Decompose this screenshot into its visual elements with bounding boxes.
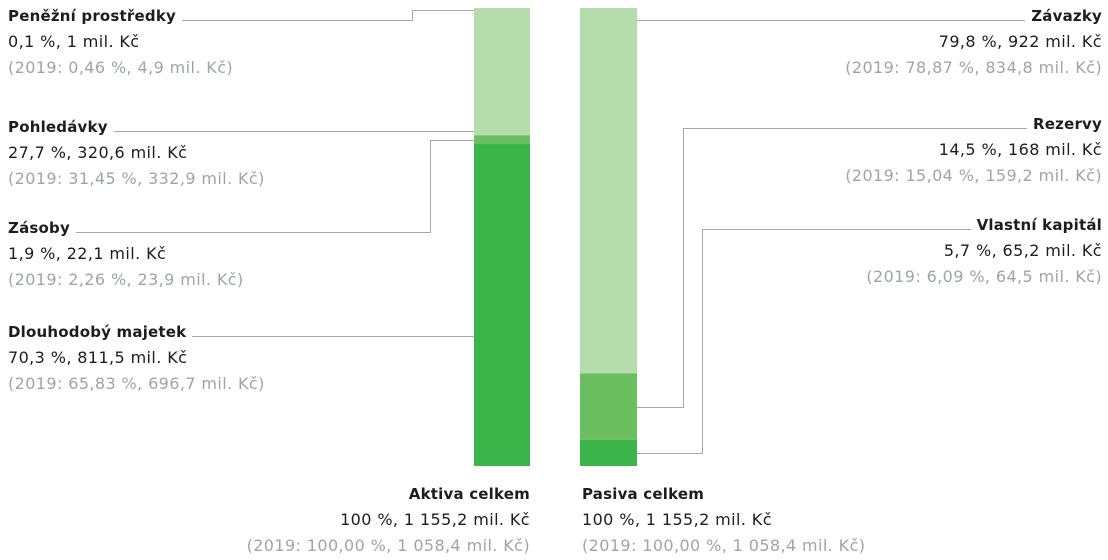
total-pasiva: Pasiva celkem 100 %, 1 155,2 mil. Kč (20… <box>582 481 865 559</box>
total-title: Pasiva celkem <box>582 485 705 503</box>
label-title: Vlastní kapitál <box>976 216 1102 234</box>
total-aktiva: Aktiva celkem 100 %, 1 155,2 mil. Kč (20… <box>247 481 530 559</box>
label-prior-value: (2019: 0,46 %, 4,9 mil. Kč) <box>8 58 234 77</box>
bar-segment-vlastni-kapital <box>580 439 637 466</box>
label-rezervy: Rezervy 14,5 %, 168 mil. Kč (2019: 15,04… <box>845 111 1102 189</box>
label-value: 27,7 %, 320,6 mil. Kč <box>8 143 188 162</box>
label-value: 79,8 %, 922 mil. Kč <box>938 32 1102 51</box>
label-penezni-prostredky: Peněžní prostředky 0,1 %, 1 mil. Kč (201… <box>8 3 233 81</box>
label-title: Dlouhodobý majetek <box>8 323 187 341</box>
label-prior-value: (2019: 78,87 %, 834,8 mil. Kč) <box>845 58 1102 77</box>
label-title: Pohledávky <box>8 118 108 136</box>
leader-line-zasoby <box>76 140 474 233</box>
total-title: Aktiva celkem <box>408 485 530 503</box>
bar-segment-pohledavky <box>474 8 530 136</box>
bar-pasiva <box>580 8 637 466</box>
label-vlastni-kapital: Vlastní kapitál 5,7 %, 65,2 mil. Kč (201… <box>866 212 1102 290</box>
total-value: 100 %, 1 155,2 mil. Kč <box>582 510 772 529</box>
bar-segment-dlouhodoby-majetek <box>474 144 530 466</box>
label-title: Peněžní prostředky <box>8 7 176 25</box>
label-value: 0,1 %, 1 mil. Kč <box>8 32 140 51</box>
leader-line-rezervy <box>637 128 1027 408</box>
label-value: 5,7 %, 65,2 mil. Kč <box>943 241 1102 260</box>
label-value: 1,9 %, 22,1 mil. Kč <box>8 244 167 263</box>
label-pohledavky: Pohledávky 27,7 %, 320,6 mil. Kč (2019: … <box>8 114 265 192</box>
leader-line-penezni-prostredky <box>182 10 474 21</box>
label-value: 14,5 %, 168 mil. Kč <box>938 140 1102 159</box>
label-title: Závazky <box>1031 7 1102 25</box>
total-prior-value: (2019: 100,00 %, 1 058,4 mil. Kč) <box>582 536 866 555</box>
bar-segment-zavazky <box>580 8 637 374</box>
label-dlouhodoby-majetek: Dlouhodobý majetek 70,3 %, 811,5 mil. Kč… <box>8 319 265 397</box>
label-prior-value: (2019: 2,26 %, 23,9 mil. Kč) <box>8 270 244 289</box>
total-prior-value: (2019: 100,00 %, 1 058,4 mil. Kč) <box>246 536 530 555</box>
label-title: Zásoby <box>8 219 70 237</box>
bar-aktiva <box>474 8 530 466</box>
label-prior-value: (2019: 31,45 %, 332,9 mil. Kč) <box>8 169 265 188</box>
leader-lines <box>76 10 1027 454</box>
label-prior-value: (2019: 65,83 %, 696,7 mil. Kč) <box>8 374 265 393</box>
bar-segment-zasoby <box>474 135 530 145</box>
leader-line-vlastni-kapital <box>637 229 971 454</box>
total-value: 100 %, 1 155,2 mil. Kč <box>340 510 530 529</box>
label-title: Rezervy <box>1033 115 1102 133</box>
label-zavazky: Závazky 79,8 %, 922 mil. Kč (2019: 78,87… <box>845 3 1102 81</box>
label-prior-value: (2019: 6,09 %, 64,5 mil. Kč) <box>866 267 1102 286</box>
bar-segment-rezervy <box>580 373 637 440</box>
label-value: 70,3 %, 811,5 mil. Kč <box>8 348 188 367</box>
label-zasoby: Zásoby 1,9 %, 22,1 mil. Kč (2019: 2,26 %… <box>8 215 244 293</box>
label-prior-value: (2019: 15,04 %, 159,2 mil. Kč) <box>845 166 1102 185</box>
